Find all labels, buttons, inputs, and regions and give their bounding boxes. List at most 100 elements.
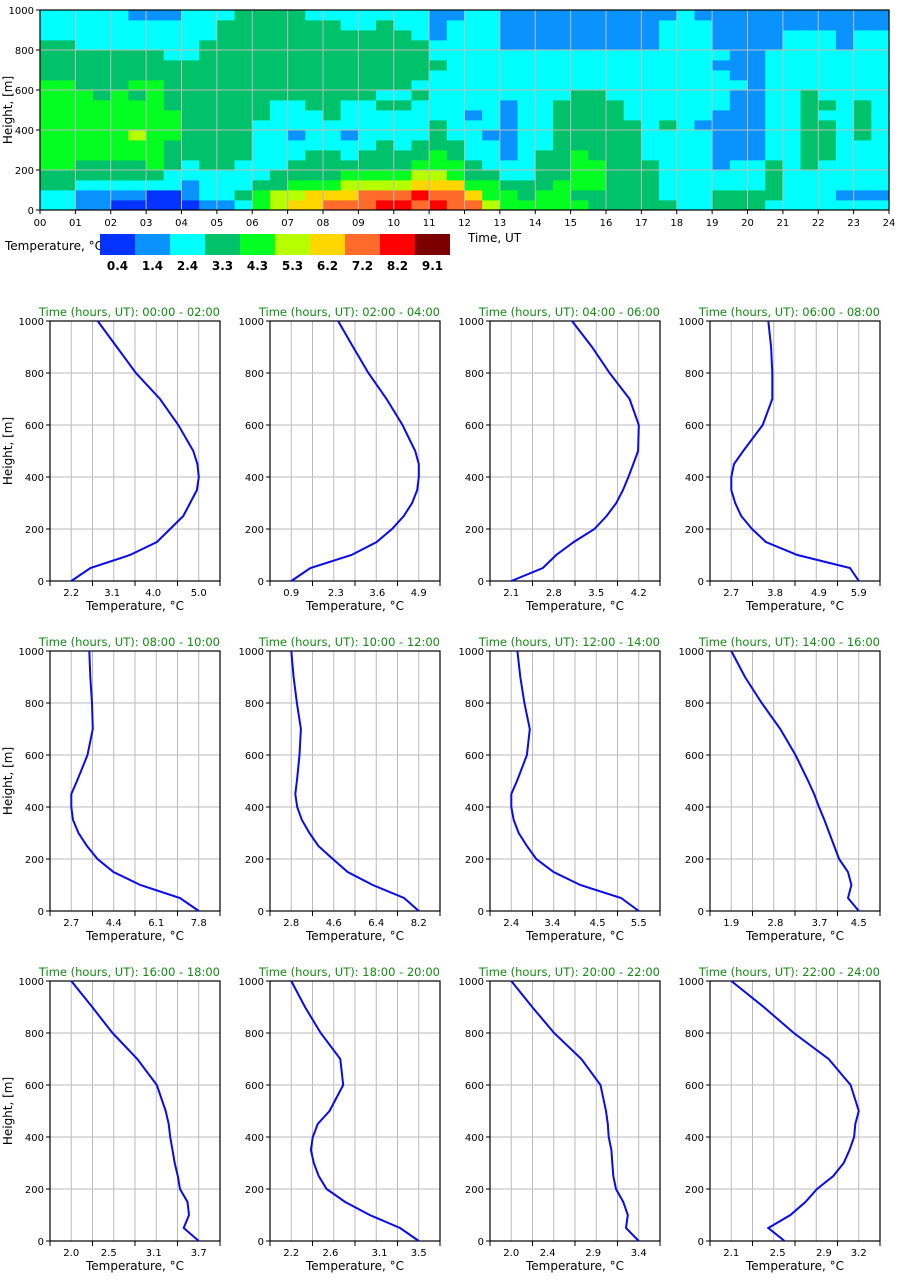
heatmap-cell: [694, 110, 713, 121]
heatmap-cell: [340, 20, 359, 31]
plot-frame: [489, 320, 661, 582]
heatmap-cell: [110, 150, 130, 161]
heatmap-cell: [269, 180, 289, 191]
panel-title: Time (hours, UT): 04:00 - 06:00: [478, 305, 660, 319]
heatmap-cell: [499, 190, 519, 201]
temperature-profile-line: [730, 320, 860, 582]
heatmap-cell: [482, 50, 501, 61]
heatmap-cell: [747, 100, 766, 111]
temperature-profile-line: [290, 980, 420, 1242]
heatmap-cell: [323, 80, 342, 91]
y-tick-label: 0: [698, 577, 704, 588]
heatmap-cell: [747, 170, 766, 181]
heatmap-cell: [694, 100, 713, 111]
y-tick-label: 600: [465, 421, 484, 432]
y-tick-label: 1000: [459, 317, 484, 328]
x-tick-label: 03: [140, 218, 153, 229]
x-tick-label: 2.4: [540, 1248, 556, 1259]
heatmap-cell: [75, 70, 94, 81]
heatmap-cell: [818, 90, 837, 101]
heatmap-cell: [588, 190, 607, 201]
heatmap-cell: [676, 60, 696, 71]
temperature-profile-line: [510, 980, 640, 1242]
heatmap-cell: [499, 130, 519, 141]
heatmap-cell: [146, 10, 165, 21]
heatmap-cell: [323, 30, 342, 41]
heatmap-cell: [216, 100, 236, 111]
x-tick-label: 19: [706, 218, 719, 229]
heatmap-cell: [146, 50, 165, 61]
heatmap-cell: [305, 130, 324, 141]
heatmap-cell: [623, 170, 642, 181]
heatmap-cell: [588, 10, 607, 21]
heatmap-cell: [552, 110, 572, 121]
y-tick-label: 600: [245, 1081, 264, 1092]
heatmap-cell: [464, 160, 483, 171]
heatmap-cell: [729, 10, 749, 21]
heatmap-cell: [93, 70, 112, 81]
heatmap-cell: [676, 80, 696, 91]
heatmap-cell: [712, 30, 731, 41]
x-tick-label: 8.2: [411, 918, 427, 929]
x-tick-label: 22: [812, 218, 825, 229]
heatmap-cell: [517, 170, 536, 181]
heatmap-cell: [499, 100, 519, 111]
heatmap-cell: [747, 70, 766, 81]
heatmap-cell: [712, 130, 731, 141]
heatmap-cell: [517, 180, 536, 191]
heatmap-cell: [871, 190, 890, 201]
heatmap-cell: [747, 190, 766, 201]
heatmap-cell: [376, 80, 395, 91]
heatmap-cell: [535, 100, 554, 111]
heatmap-cell: [340, 180, 359, 191]
heatmap-cell: [765, 150, 784, 161]
heatmap-cell: [252, 170, 271, 181]
heatmap-cell: [163, 30, 183, 41]
heatmap-cell: [694, 10, 713, 21]
x-tick-label: 2.9: [816, 1248, 832, 1259]
heatmap-cell: [376, 40, 395, 51]
heatmap-cell: [871, 80, 890, 91]
heatmap-cell: [606, 10, 625, 21]
heatmap-cell: [800, 30, 819, 41]
heatmap-cell: [499, 50, 519, 61]
y-tick-label: 800: [465, 699, 484, 710]
heatmap-cell: [623, 160, 642, 171]
heatmap-cell: [871, 30, 890, 41]
heatmap-cell: [446, 100, 466, 111]
heatmap-cell: [552, 190, 572, 201]
y-tick-label: 600: [25, 1081, 44, 1092]
heatmap-cell: [623, 30, 642, 41]
x-tick-label: 2.8: [283, 918, 299, 929]
heatmap-cell: [676, 70, 696, 81]
heatmap-cell: [694, 30, 713, 41]
heatmap-cell: [323, 20, 342, 31]
heatmap-cell: [429, 160, 448, 171]
heatmap-cell: [340, 150, 359, 161]
heatmap-cell: [464, 120, 483, 131]
panel-title: Time (hours, UT): 14:00 - 16:00: [698, 635, 880, 649]
heatmap-cell: [464, 60, 483, 71]
temperature-profile-line: [510, 650, 640, 912]
x-axis-label: Temperature, °C: [85, 929, 184, 943]
heatmap-cell: [216, 70, 236, 81]
heatmap-cell: [340, 110, 359, 121]
heatmap-cell: [340, 80, 359, 91]
heatmap-cell: [712, 100, 731, 111]
y-tick-label: 400: [245, 1133, 264, 1144]
heatmap-cell: [552, 180, 572, 191]
heatmap-cell: [676, 150, 696, 161]
heatmap-cell: [128, 140, 147, 151]
heatmap-cell: [729, 90, 749, 101]
heatmap-cell: [146, 40, 165, 51]
heatmap-cell: [340, 190, 359, 201]
y-tick-label: 200: [465, 1185, 484, 1196]
heatmap-cell: [57, 150, 76, 161]
heatmap-cell: [305, 110, 324, 121]
heatmap-cell: [712, 40, 731, 51]
heatmap-cell: [446, 50, 466, 61]
heatmap-cell: [552, 30, 572, 41]
heatmap-cell: [588, 150, 607, 161]
heatmap-cell: [146, 170, 165, 181]
heatmap-cell: [464, 170, 483, 181]
